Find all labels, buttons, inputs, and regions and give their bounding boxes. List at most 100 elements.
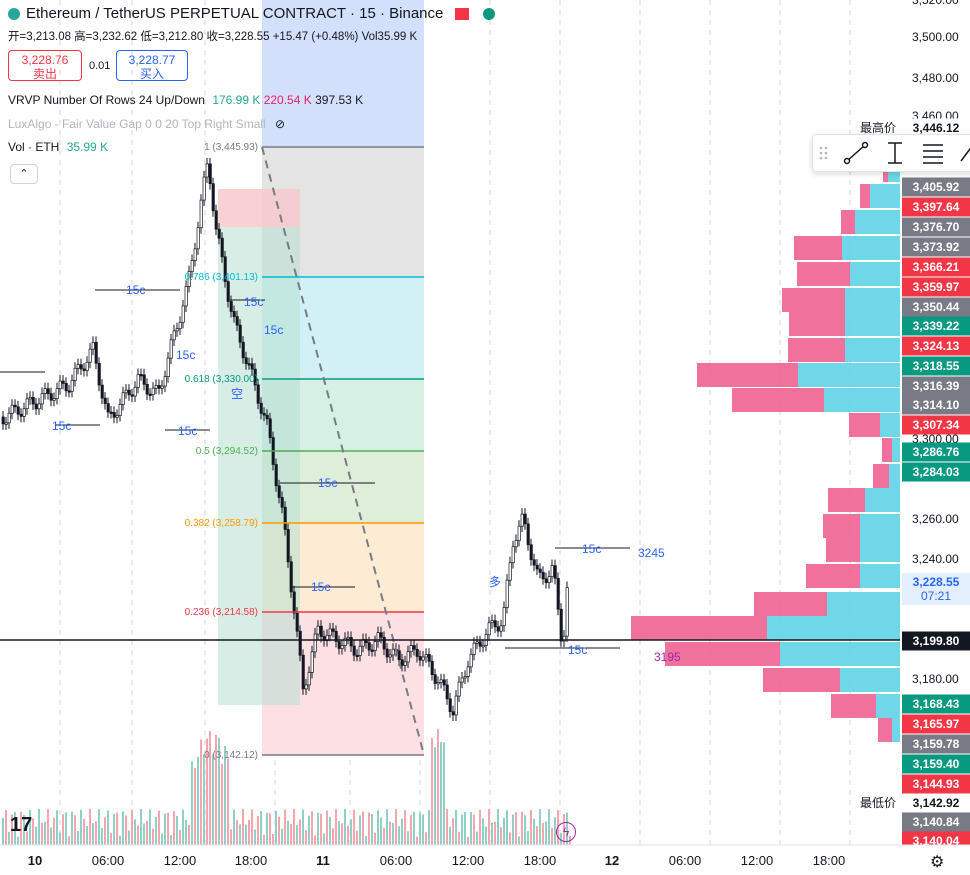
vrvp-down: 220.54 K: [263, 93, 312, 107]
volume-profile-down-bar: [754, 592, 827, 616]
candle-body: [106, 403, 110, 413]
lightning-icon[interactable]: ϟ: [556, 822, 576, 842]
candle-body: [61, 380, 65, 384]
volume-bar: [53, 817, 55, 845]
time-tick: 12:00: [741, 853, 774, 868]
volume-bar: [203, 754, 205, 845]
candle-body: [25, 398, 29, 410]
volume-legend[interactable]: Vol · ETH 35.99 K: [8, 140, 108, 154]
candle-body: [253, 368, 257, 386]
volume-profile-down-bar: [849, 413, 880, 437]
volume-bar: [530, 809, 532, 845]
candle-body: [235, 316, 239, 326]
volume-bar: [218, 737, 220, 845]
volume-bar: [152, 828, 154, 845]
volume-bar: [155, 816, 157, 845]
drawing-toolbar[interactable]: [812, 134, 970, 172]
candle-body: [145, 384, 149, 395]
volume-bar: [251, 809, 253, 845]
ohlc-values: 开=3,213.08 高=3,232.62 低=3,212.80 收=3,228…: [8, 31, 418, 43]
candle-body: [487, 622, 491, 636]
price-tag: [902, 257, 970, 277]
candle-body: [280, 497, 284, 508]
candle-body: [109, 411, 113, 414]
volume-profile-down-bar: [697, 363, 798, 387]
candle-body: [166, 357, 170, 378]
price-tag-text: 3,142.92: [913, 796, 960, 810]
candle-body: [373, 641, 377, 651]
price-tag: [902, 376, 970, 396]
vrvp-legend[interactable]: VRVP Number Of Rows 24 Up/Down 176.99 K …: [8, 93, 363, 107]
gear-icon[interactable]: ⚙: [930, 854, 945, 871]
candle-body: [331, 628, 335, 632]
market-status-icon[interactable]: [483, 7, 496, 20]
candle-body: [178, 321, 182, 330]
annotation-15c: 15c: [178, 424, 197, 438]
luxalgo-legend[interactable]: LuxAlgo - Fair Value Gap 0 0 20 Top Righ…: [8, 117, 285, 131]
volume-bar: [494, 821, 496, 845]
buy-price: 3,228.77: [128, 53, 176, 67]
volume-bar: [521, 811, 523, 845]
candle-body: [112, 412, 116, 418]
tradingview-logo-icon[interactable]: 17: [10, 814, 33, 836]
flag-icon[interactable]: [455, 7, 470, 20]
volume-bar: [86, 825, 88, 845]
candle-body: [421, 656, 425, 661]
text-cursor-icon[interactable]: [888, 142, 902, 164]
candle-body: [31, 396, 35, 405]
volume-bar: [50, 827, 52, 845]
volume-bar: [329, 817, 331, 845]
price-tag-text: 3,314.10: [913, 398, 960, 412]
fib-trend-line: [261, 146, 425, 756]
volume-bar: [341, 823, 343, 845]
volume-bar: [509, 832, 511, 845]
trend-line-icon[interactable]: [843, 141, 869, 165]
volume-profile-up-bar: [780, 642, 900, 666]
candle-body: [49, 393, 53, 401]
volume-bar: [317, 812, 319, 845]
annotation-15c: 15c: [582, 542, 601, 556]
volume-bar: [209, 731, 211, 845]
hidden-eye-icon[interactable]: ⊘: [275, 117, 286, 131]
volume-bar: [416, 836, 418, 845]
price-tag-text: 3,373.92: [913, 240, 960, 254]
buy-label: 买入: [139, 67, 164, 81]
volume-bar: [518, 836, 520, 845]
brush-icon[interactable]: [960, 145, 970, 162]
candle-body: [139, 374, 143, 377]
price-tag-text: 3,446.12: [913, 121, 960, 135]
volume-profile-up-bar: [860, 564, 900, 588]
candle-body: [343, 637, 347, 646]
candle-body: [334, 631, 338, 642]
collapse-legend-button[interactable]: ⌃: [10, 164, 38, 184]
candle-body: [79, 364, 83, 370]
candle-body: [505, 579, 509, 608]
candle-body: [148, 393, 152, 396]
volume-profile-down-bar: [782, 288, 845, 312]
volume-bar: [464, 811, 466, 845]
volume-profile-down-bar: [828, 488, 865, 512]
candle-body: [217, 228, 221, 239]
drag-handle-icon[interactable]: [819, 146, 828, 160]
volume-bar: [407, 831, 409, 845]
buy-button[interactable]: 3,228.77 买入: [116, 50, 188, 81]
fib-level-label: 0.618 (3,330.00): [185, 374, 258, 385]
volume-bar: [281, 828, 283, 845]
volume-profile-down-bar: [826, 538, 860, 562]
symbol-title[interactable]: Ethereum / TetherUS PERPETUAL CONTRACT ·…: [26, 5, 444, 22]
candle-body: [160, 385, 164, 389]
volume-bar: [425, 832, 427, 845]
candle-body: [520, 513, 524, 527]
candle-body: [523, 513, 527, 525]
candle-body: [52, 398, 56, 401]
volume-bar: [167, 812, 169, 845]
sell-button[interactable]: 3,228.76 卖出: [8, 50, 82, 81]
candle-body: [268, 418, 272, 438]
volume-bar: [515, 812, 517, 845]
candle-body: [352, 645, 356, 656]
price-tick: 3,500.00: [912, 30, 959, 44]
time-tick: 06:00: [92, 853, 125, 868]
annotation-3245: 3245: [638, 546, 665, 560]
fib-levels-icon[interactable]: [923, 144, 943, 164]
